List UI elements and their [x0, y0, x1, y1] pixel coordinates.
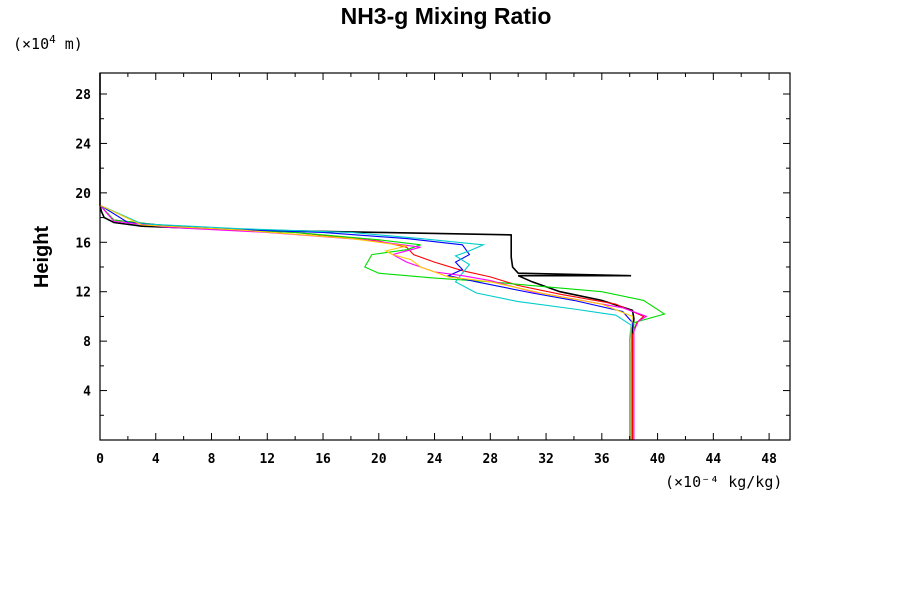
- chart-title: NH3-g Mixing Ratio: [341, 3, 552, 29]
- x-tick-label: 4: [152, 452, 160, 467]
- y-tick-label: 24: [75, 137, 91, 152]
- series-line-3: [99, 73, 666, 440]
- x-tick-label: 32: [538, 452, 554, 467]
- y-axis-label: Height: [31, 226, 53, 289]
- y-tick-label: 28: [75, 88, 91, 103]
- x-tick-label: 20: [371, 452, 387, 467]
- y-tick-label: 4: [83, 385, 91, 400]
- plot-frame: [99, 72, 791, 441]
- series-line-6: [99, 73, 648, 440]
- x-tick-label: 16: [315, 452, 331, 467]
- x-tick-label: 24: [427, 452, 443, 467]
- series-line-1: [99, 73, 635, 440]
- x-tick-label: 48: [761, 452, 777, 467]
- x-tick-label: 36: [594, 452, 610, 467]
- y-tick-label: 8: [83, 335, 91, 350]
- series-line-5: [99, 73, 632, 440]
- x-tick-label: 8: [208, 452, 216, 467]
- y-tick-label: 16: [75, 236, 91, 251]
- x-tick-label: 12: [259, 452, 275, 467]
- x-tick-label: 28: [482, 452, 498, 467]
- y-unit-label: (×104 m): [13, 33, 83, 53]
- x-tick-label: 44: [706, 452, 722, 467]
- y-tick-label: 12: [75, 286, 91, 301]
- series-line-4: [99, 73, 634, 440]
- series-layer: [99, 73, 666, 440]
- series-line-7: [99, 73, 634, 440]
- y-unit-exponent: 4: [49, 33, 56, 46]
- x-tick-label: 0: [96, 452, 104, 467]
- series-line-2: [99, 73, 645, 440]
- x-tick-label: 40: [650, 452, 666, 467]
- x-unit-label: (×10⁻⁴ kg/kg): [665, 473, 782, 491]
- y-tick-label: 20: [75, 187, 91, 202]
